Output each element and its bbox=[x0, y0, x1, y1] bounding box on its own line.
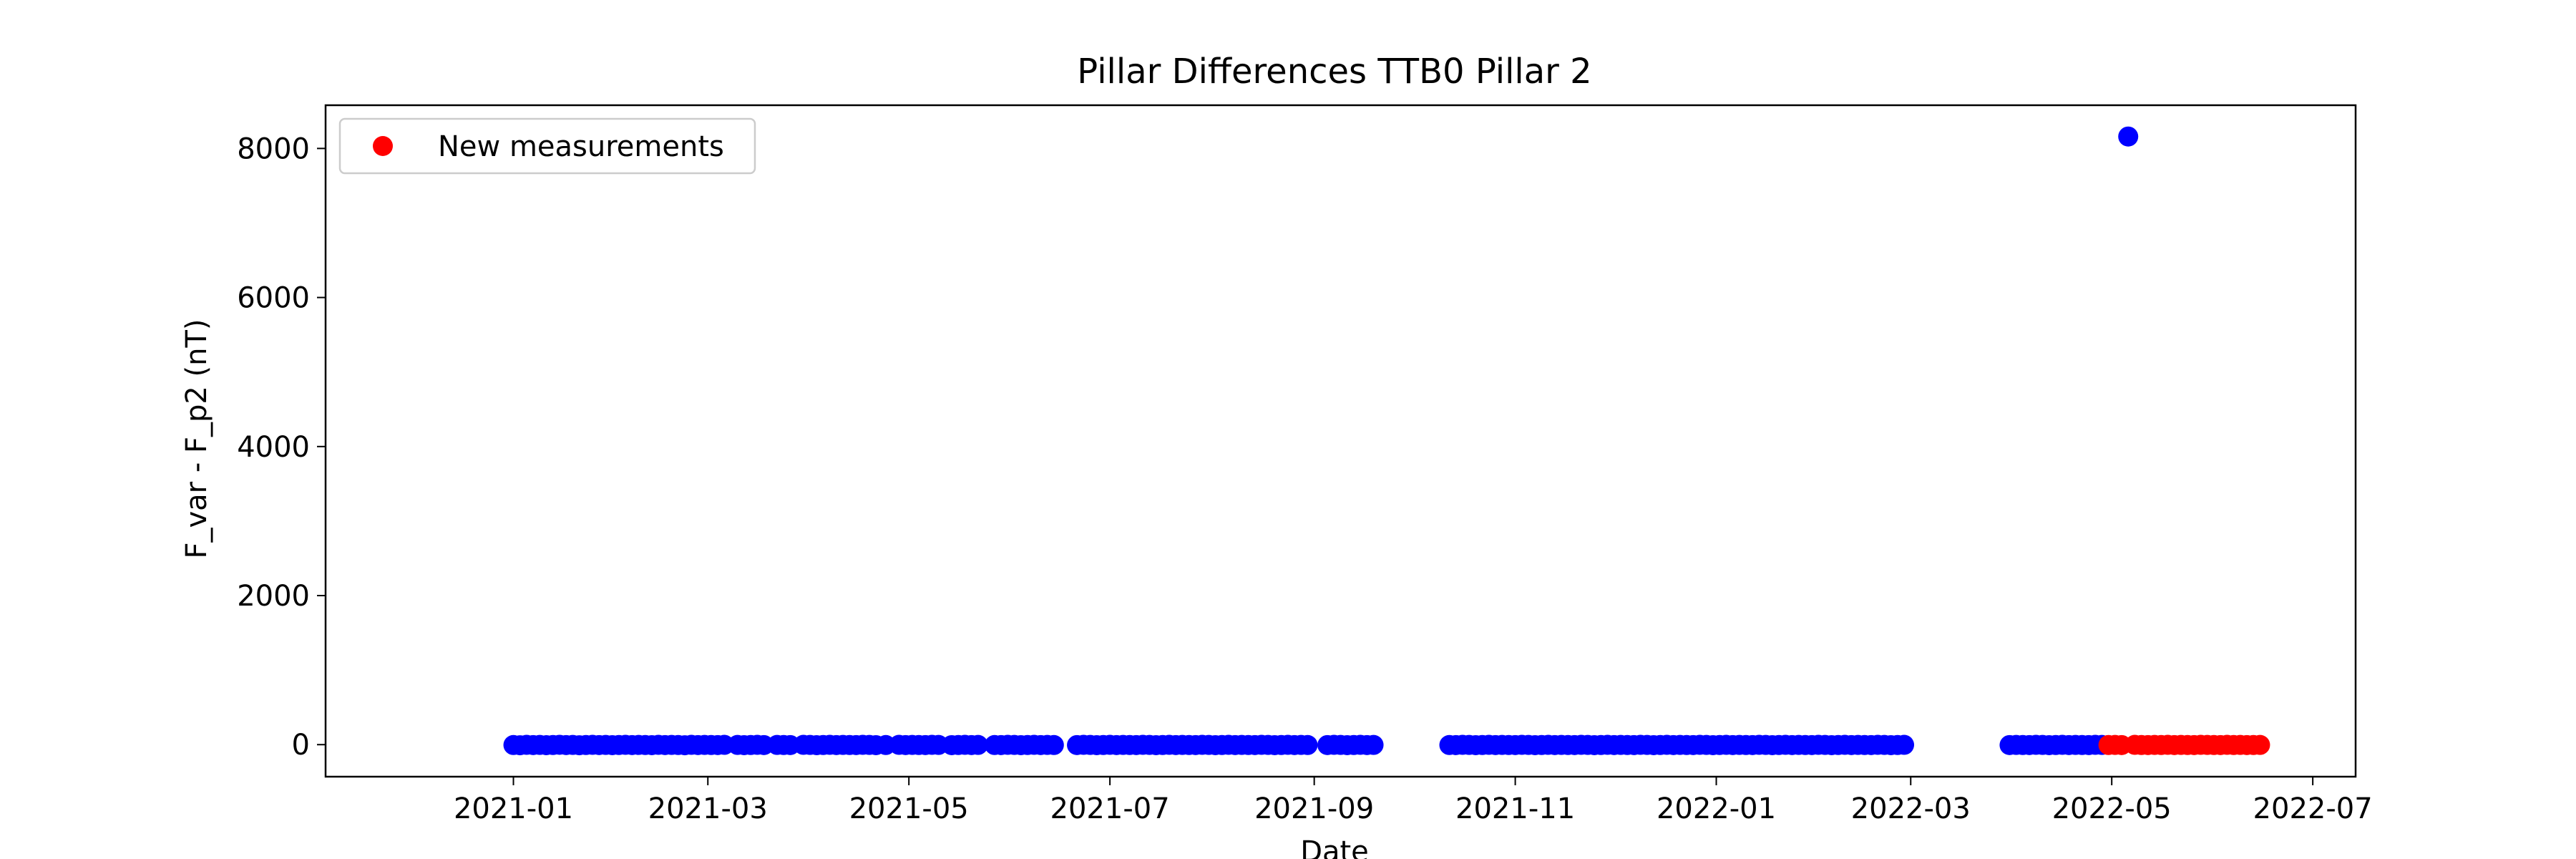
data-point bbox=[1297, 734, 1318, 755]
y-tick-label: 4000 bbox=[237, 431, 310, 464]
y-tick-label: 0 bbox=[292, 729, 310, 762]
x-tick-label: 2021-09 bbox=[1254, 792, 1374, 825]
x-tick-label: 2022-07 bbox=[2253, 792, 2373, 825]
plot-frame bbox=[324, 104, 2357, 778]
x-axis-label: Date bbox=[1300, 835, 1369, 859]
legend-label: New measurements bbox=[438, 130, 724, 163]
data-point bbox=[1043, 734, 1064, 755]
legend: New measurements bbox=[338, 117, 756, 175]
legend-box bbox=[338, 117, 756, 175]
y-tick-label: 2000 bbox=[237, 580, 310, 613]
data-point bbox=[2250, 734, 2270, 755]
legend-marker bbox=[373, 136, 393, 156]
data-point bbox=[967, 734, 988, 755]
x-tick-label: 2021-05 bbox=[849, 792, 969, 825]
x-axis-ticks: 2021-01 2021-03 2021-05 2021-07 2021-09 2021-… bbox=[454, 777, 2373, 825]
data-point bbox=[1894, 734, 1915, 755]
series-2 bbox=[2098, 734, 2270, 755]
series-layer bbox=[503, 126, 2270, 756]
x-tick-label: 2022-01 bbox=[1657, 792, 1776, 825]
series-1 bbox=[503, 126, 2139, 756]
y-tick-label: 6000 bbox=[237, 282, 310, 315]
chart-title: Pillar Differences TTB0 Pillar 2 bbox=[1077, 52, 1591, 92]
x-tick-label: 2021-07 bbox=[1050, 792, 1170, 825]
x-tick-label: 2021-11 bbox=[1455, 792, 1575, 825]
y-tick-label: 8000 bbox=[237, 132, 310, 165]
x-tick-label: 2022-05 bbox=[2052, 792, 2172, 825]
plot-area bbox=[324, 104, 2357, 778]
data-point bbox=[2118, 126, 2139, 147]
x-tick-label: 2022-03 bbox=[1851, 792, 1971, 825]
data-point bbox=[1363, 734, 1384, 755]
x-tick-label: 2021-03 bbox=[648, 792, 768, 825]
x-tick-label: 2021-01 bbox=[454, 792, 573, 825]
y-axis-label: F_var - F_p2 (nT) bbox=[180, 319, 213, 558]
y-axis-ticks: 0 2000 4000 6000 8000 bbox=[237, 132, 326, 762]
